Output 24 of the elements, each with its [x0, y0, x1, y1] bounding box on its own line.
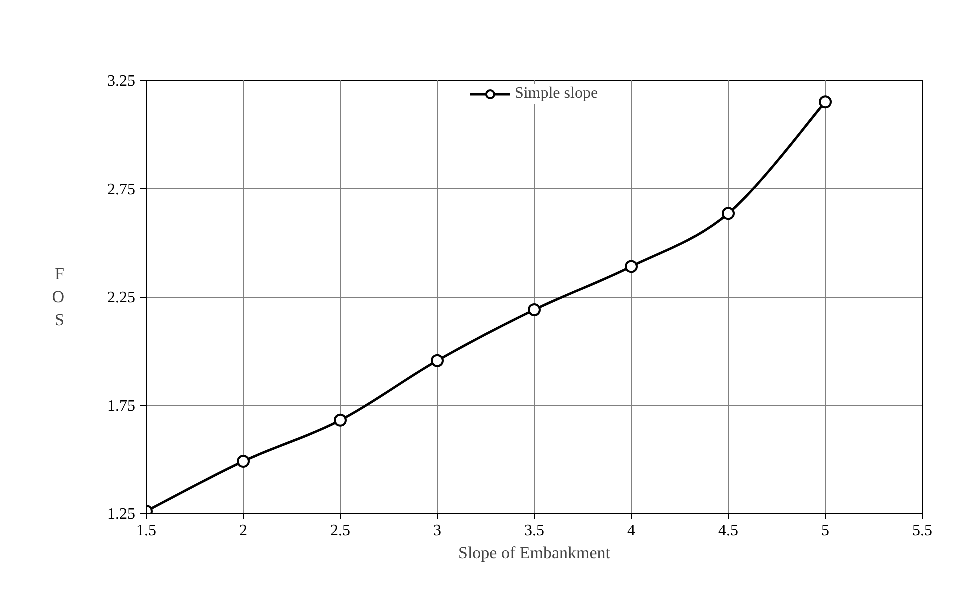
y-tick-label: 1.75	[108, 398, 136, 415]
x-tick-label: 3.5	[524, 522, 544, 540]
x-tick-label: 4	[628, 522, 636, 540]
y-tick-label: 2.25	[108, 290, 136, 306]
y-tick-label: 1.25	[108, 506, 136, 523]
x-tick-label: 4.5	[718, 522, 738, 540]
point	[237, 455, 250, 468]
y-axis-title: FOS	[52, 264, 65, 330]
x-tick-label: 2.5	[330, 522, 350, 540]
x-tick-label: 2	[240, 522, 248, 540]
point	[334, 414, 347, 427]
x-tick-label: 5	[822, 522, 830, 540]
y-tick-label: 2.75	[108, 181, 136, 198]
x-tick-label: 5.5	[912, 522, 932, 540]
point	[431, 354, 444, 368]
legend-label: Simple slope	[514, 85, 598, 103]
y-tick-label: 3.25	[108, 73, 136, 90]
point	[625, 260, 638, 274]
point	[528, 304, 541, 316]
point	[722, 207, 735, 220]
point	[819, 96, 832, 109]
x-tick-label: 1.5	[136, 522, 156, 540]
x-tick-label: 3	[434, 522, 442, 540]
x-axis-title: Slope of Embankment	[458, 544, 611, 562]
